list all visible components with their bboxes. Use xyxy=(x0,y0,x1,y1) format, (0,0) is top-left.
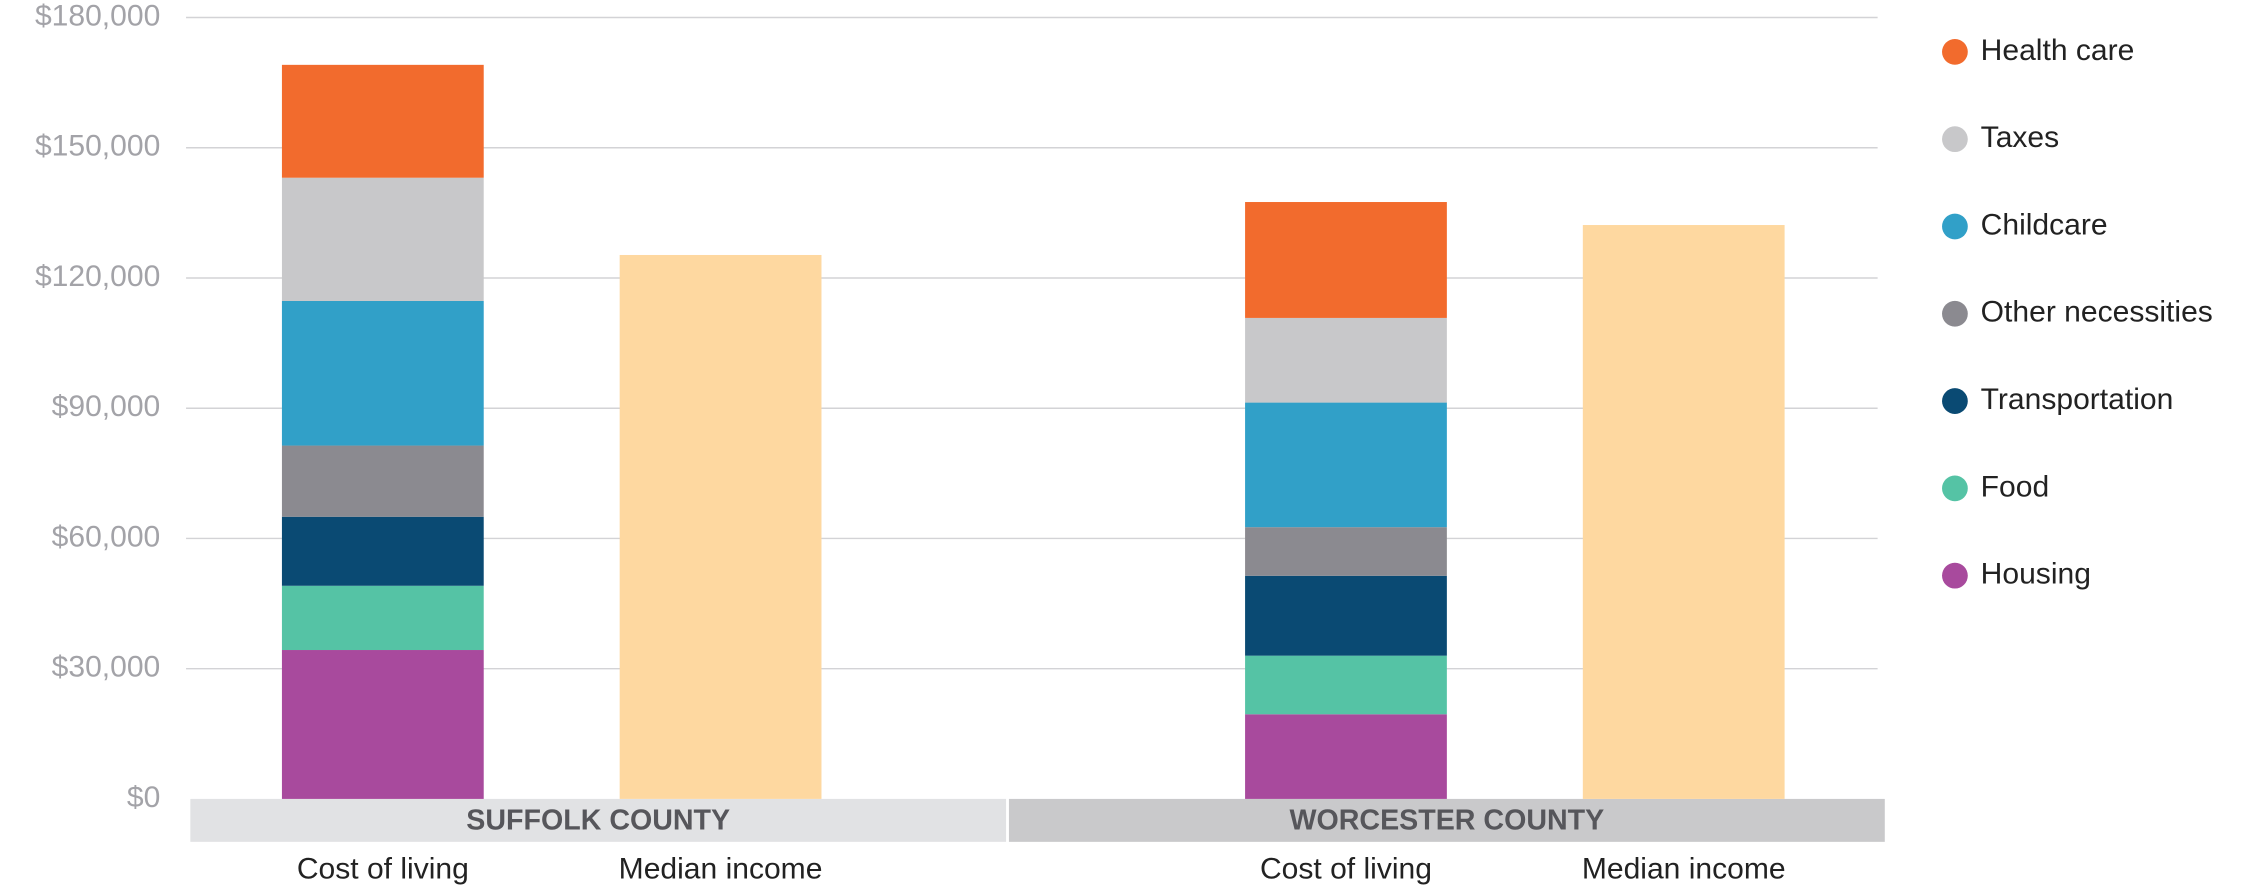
bar-segment xyxy=(281,177,484,301)
legend-swatch xyxy=(1942,38,1968,65)
bar-segment xyxy=(281,585,484,651)
bar xyxy=(619,254,822,799)
bar-segment xyxy=(281,300,484,446)
legend-label: Childcare xyxy=(1981,208,2108,241)
y-tick-label: $30,000 xyxy=(52,651,161,684)
bar-segment xyxy=(1245,655,1447,715)
legend-swatch xyxy=(1942,475,1968,502)
legend-swatch xyxy=(1942,300,1968,327)
x-tick-label: Median income xyxy=(1582,852,1786,885)
y-tick-label: $60,000 xyxy=(52,520,161,553)
x-tick-label: Cost of living xyxy=(297,852,469,885)
group-band xyxy=(190,798,1007,842)
legend-label: Transportation xyxy=(1981,383,2174,416)
bar-segment xyxy=(281,650,484,799)
bar-segment xyxy=(1245,575,1447,656)
legend-label: Food xyxy=(1981,470,2049,503)
bar-segment xyxy=(281,516,484,586)
group-band xyxy=(1008,798,1885,842)
group-label: WORCESTER COUNTY xyxy=(1290,804,1605,836)
legend-label: Housing xyxy=(1981,558,2091,591)
legend-swatch xyxy=(1942,126,1968,153)
bar-segment xyxy=(1245,402,1447,528)
legend-swatch xyxy=(1942,562,1968,589)
y-tick-label: $0 xyxy=(127,781,160,814)
bar-segment xyxy=(281,445,484,517)
bar-segment xyxy=(1245,527,1447,576)
x-tick-label: Median income xyxy=(619,852,823,885)
legend-swatch xyxy=(1942,388,1968,414)
bar xyxy=(1582,225,1785,799)
y-tick-label: $180,000 xyxy=(35,0,160,32)
y-tick-label: $90,000 xyxy=(52,390,161,423)
legend-label: Other necessities xyxy=(1981,296,2213,329)
legend-label: Taxes xyxy=(1981,121,2059,154)
legend-swatch xyxy=(1942,213,1968,240)
bar-segment xyxy=(281,64,484,178)
y-tick-label: $150,000 xyxy=(35,130,160,163)
bar-segment xyxy=(1245,202,1447,318)
legend-label: Health care xyxy=(1981,34,2135,67)
x-tick-label: Cost of living xyxy=(1260,852,1432,885)
group-label: SUFFOLK COUNTY xyxy=(466,804,730,836)
y-tick-label: $120,000 xyxy=(35,260,160,293)
bar-segment xyxy=(1245,317,1447,403)
bar-segment xyxy=(1245,714,1447,799)
